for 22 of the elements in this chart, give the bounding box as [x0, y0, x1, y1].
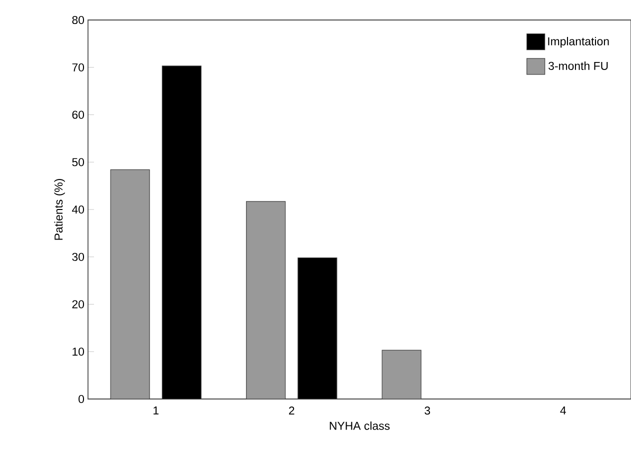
x-tick-label: 1	[154, 406, 158, 414]
x-tick-label: 2	[289, 406, 294, 415]
legend-label: Implantation	[548, 36, 609, 48]
y-tick-label: 80	[72, 16, 84, 24]
y-tick-label: 0	[78, 394, 84, 404]
x-tick-label: 4	[560, 406, 566, 414]
y-tick-label: 50	[72, 158, 84, 166]
y-tick-label: 10	[72, 348, 84, 356]
bar	[382, 350, 422, 399]
legend-label: 3-month FU	[548, 62, 608, 70]
x-axis-title: NYHA class	[330, 421, 390, 430]
bar	[110, 169, 150, 399]
y-tick-label: 30	[72, 252, 84, 261]
y-axis-title: Patients (%)	[54, 179, 65, 240]
x-tick-label: 3	[424, 406, 430, 415]
y-tick-label: 60	[72, 110, 84, 119]
bar	[246, 201, 286, 399]
y-tick-label: 40	[72, 205, 84, 214]
bar	[162, 66, 202, 399]
bar	[298, 258, 338, 399]
y-tick-label: 70	[72, 63, 84, 72]
y-tick-label: 20	[72, 300, 84, 308]
